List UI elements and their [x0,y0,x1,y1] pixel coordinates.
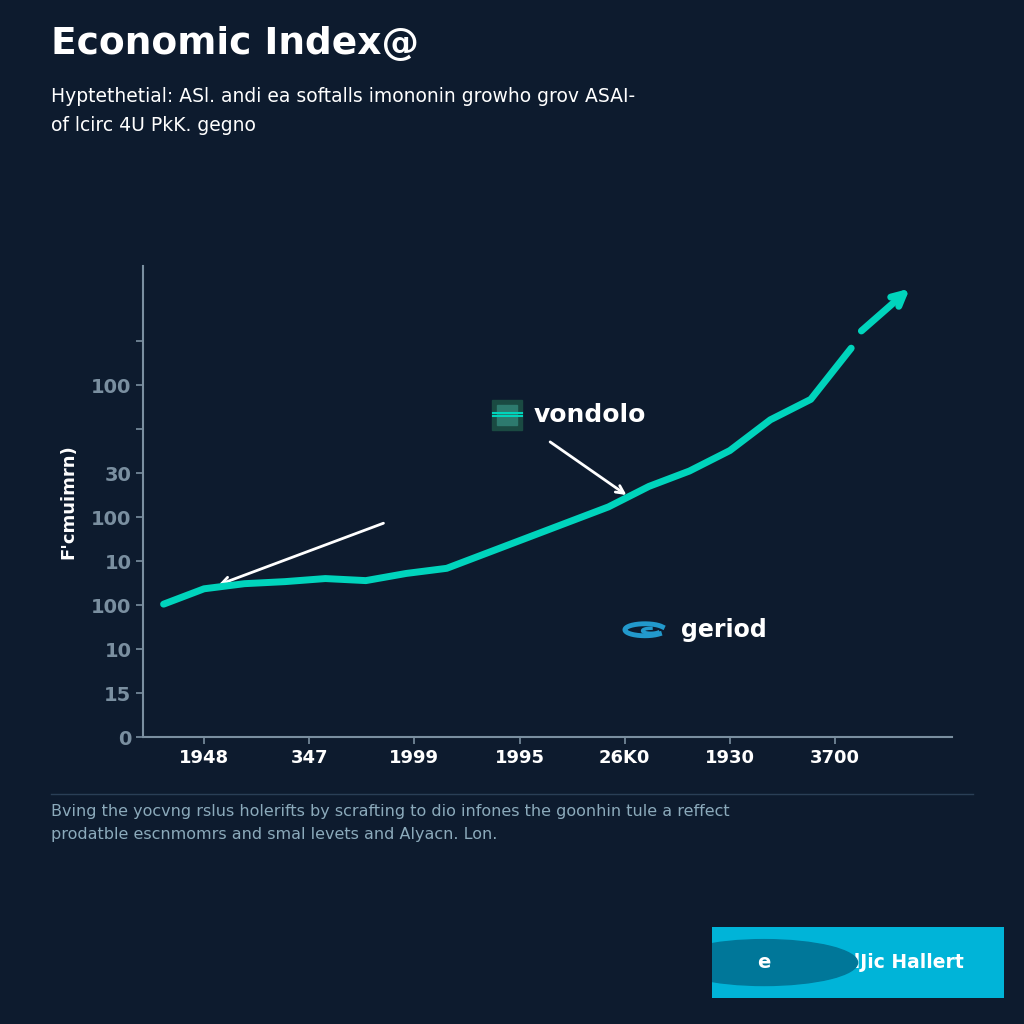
Text: Economic Index@: Economic Index@ [51,26,419,61]
Text: e: e [758,953,771,972]
Y-axis label: F'cmuimrn): F'cmuimrn) [59,444,77,559]
Text: Hyptethetial: ASl. andi ea softalls imononin growho grov ASAI-
of lcirc 4U PkK. : Hyptethetial: ASl. andi ea softalls imon… [51,87,635,135]
Circle shape [671,940,858,985]
Text: NardJic Hallert: NardJic Hallert [809,953,965,972]
Text: geriod: geriod [681,617,767,642]
Text: vondolo: vondolo [534,402,646,427]
Text: Bving the yocvng rslus holerifts by scrafting to dio infones the goonhin tule a : Bving the yocvng rslus holerifts by scra… [51,804,730,842]
